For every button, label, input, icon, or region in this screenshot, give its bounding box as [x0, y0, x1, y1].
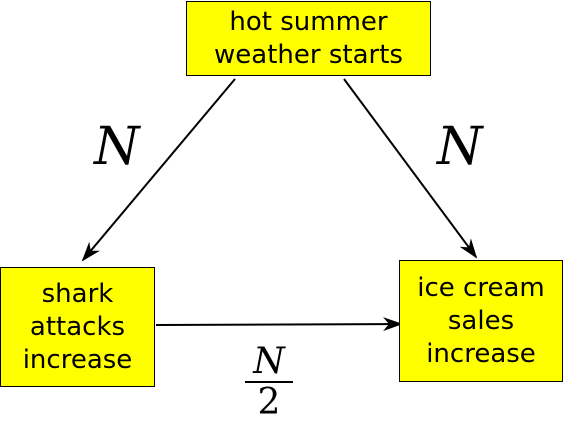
edge-shark-to-ice — [155, 317, 403, 332]
node-shark-line-1: shark — [41, 278, 114, 309]
node-ice-line-2: sales — [447, 305, 515, 336]
node-weather-line-1: hot summer — [229, 6, 388, 37]
node-shark-line-3: increase — [22, 344, 133, 375]
node-ice-line-1: ice cream — [417, 272, 545, 303]
node-ice-line-3: increase — [426, 338, 536, 369]
node-hot-summer-weather: hot summer weather starts — [186, 1, 431, 76]
fraction-denominator: 2 — [257, 382, 281, 421]
node-shark-line-2: attacks — [29, 311, 126, 342]
node-shark-attacks: shark attacks increase — [0, 267, 155, 387]
edge-weather-to-shark — [81, 78, 236, 262]
edge-label-shark-to-ice: N 2 — [241, 341, 297, 421]
edge-label-weather-to-shark: N — [94, 117, 140, 177]
fraction-bar — [245, 381, 293, 383]
node-weather-line-2: weather starts — [214, 39, 403, 70]
edge-weather-to-ice — [343, 78, 478, 259]
fraction-numerator: N — [253, 341, 285, 382]
edge-label-weather-to-ice: N — [437, 117, 483, 177]
node-ice-cream-sales: ice cream sales increase — [399, 260, 563, 382]
